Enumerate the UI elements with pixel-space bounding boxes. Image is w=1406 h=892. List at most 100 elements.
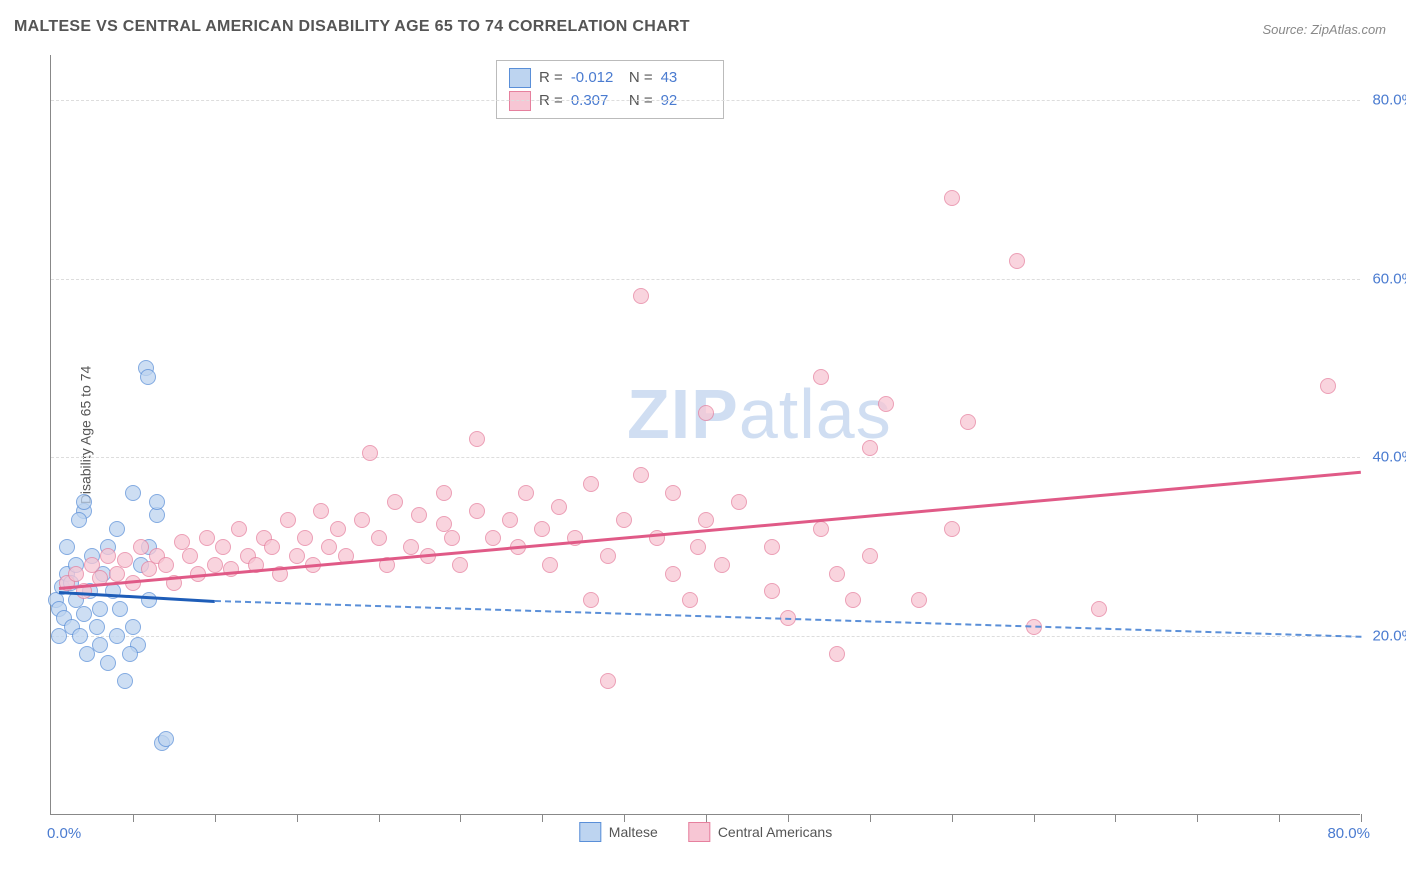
- scatter-point: [911, 592, 927, 608]
- scatter-point: [764, 539, 780, 555]
- scatter-point: [633, 288, 649, 304]
- x-tick: [1279, 814, 1280, 822]
- x-tick: [460, 814, 461, 822]
- scatter-point: [149, 494, 165, 510]
- legend-label: Central Americans: [718, 824, 832, 840]
- x-tick: [1115, 814, 1116, 822]
- scatter-point: [207, 557, 223, 573]
- scatter-point: [231, 521, 247, 537]
- x-tick: [1361, 814, 1362, 822]
- legend-swatch: [509, 68, 531, 88]
- x-tick: [706, 814, 707, 822]
- scatter-point: [731, 494, 747, 510]
- y-tick-label: 40.0%: [1372, 449, 1406, 466]
- scatter-point: [109, 521, 125, 537]
- scatter-point: [109, 628, 125, 644]
- scatter-point: [600, 673, 616, 689]
- scatter-point: [862, 548, 878, 564]
- chart-title: MALTESE VS CENTRAL AMERICAN DISABILITY A…: [14, 18, 690, 36]
- scatter-point: [68, 566, 84, 582]
- scatter-point: [122, 646, 138, 662]
- scatter-point: [452, 557, 468, 573]
- scatter-point: [813, 369, 829, 385]
- legend-item: Maltese: [579, 822, 658, 842]
- y-tick-label: 60.0%: [1372, 270, 1406, 287]
- scatter-point: [829, 646, 845, 662]
- scatter-point: [76, 606, 92, 622]
- x-tick: [542, 814, 543, 822]
- scatter-point: [280, 512, 296, 528]
- scatter-point: [616, 512, 632, 528]
- y-tick-label: 80.0%: [1372, 91, 1406, 108]
- x-min-label: 0.0%: [47, 825, 81, 842]
- x-tick: [952, 814, 953, 822]
- x-tick: [133, 814, 134, 822]
- scatter-point: [534, 521, 550, 537]
- scatter-point: [321, 539, 337, 555]
- scatter-point: [158, 557, 174, 573]
- scatter-point: [117, 673, 133, 689]
- scatter-point: [813, 521, 829, 537]
- scatter-point: [698, 512, 714, 528]
- scatter-point: [89, 619, 105, 635]
- scatter-point: [878, 396, 894, 412]
- scatter-point: [387, 494, 403, 510]
- plot-area: Disability Age 65 to 74 ZIPatlas 0.0% 80…: [50, 55, 1360, 815]
- legend-swatch: [579, 822, 601, 842]
- legend-label: Maltese: [609, 824, 658, 840]
- x-tick: [215, 814, 216, 822]
- scatter-point: [264, 539, 280, 555]
- scatter-point: [215, 539, 231, 555]
- scatter-point: [59, 539, 75, 555]
- x-max-label: 80.0%: [1327, 825, 1370, 842]
- scatter-point: [100, 548, 116, 564]
- scatter-point: [444, 530, 460, 546]
- scatter-point: [117, 552, 133, 568]
- stats-row: R =-0.012N =43: [509, 67, 711, 90]
- scatter-point: [158, 731, 174, 747]
- scatter-point: [354, 512, 370, 528]
- scatter-point: [583, 476, 599, 492]
- scatter-point: [100, 655, 116, 671]
- gridline: [51, 636, 1360, 637]
- scatter-point: [829, 566, 845, 582]
- scatter-point: [199, 530, 215, 546]
- scatter-point: [665, 485, 681, 501]
- stats-legend: R =-0.012N =43R =0.307N =92: [496, 60, 724, 119]
- x-tick: [870, 814, 871, 822]
- scatter-point: [944, 190, 960, 206]
- scatter-point: [583, 592, 599, 608]
- n-value: 92: [661, 90, 711, 113]
- scatter-point: [411, 507, 427, 523]
- scatter-point: [944, 521, 960, 537]
- scatter-point: [92, 637, 108, 653]
- watermark: ZIPatlas: [627, 374, 892, 454]
- scatter-point: [469, 503, 485, 519]
- gridline: [51, 457, 1360, 458]
- scatter-point: [542, 557, 558, 573]
- legend-swatch: [688, 822, 710, 842]
- n-value: 43: [661, 67, 711, 90]
- scatter-point: [698, 405, 714, 421]
- scatter-point: [71, 512, 87, 528]
- scatter-point: [289, 548, 305, 564]
- scatter-point: [141, 592, 157, 608]
- scatter-point: [690, 539, 706, 555]
- scatter-point: [845, 592, 861, 608]
- scatter-point: [1320, 378, 1336, 394]
- scatter-point: [714, 557, 730, 573]
- scatter-point: [502, 512, 518, 528]
- scatter-point: [125, 619, 141, 635]
- legend-item: Central Americans: [688, 822, 832, 842]
- scatter-point: [600, 548, 616, 564]
- scatter-point: [313, 503, 329, 519]
- trend-line: [59, 471, 1361, 590]
- scatter-point: [436, 485, 452, 501]
- r-value: 0.307: [571, 90, 621, 113]
- gridline: [51, 279, 1360, 280]
- scatter-point: [551, 499, 567, 515]
- scatter-point: [862, 440, 878, 456]
- gridline: [51, 100, 1360, 101]
- source-attribution: Source: ZipAtlas.com: [1262, 22, 1386, 37]
- scatter-point: [76, 494, 92, 510]
